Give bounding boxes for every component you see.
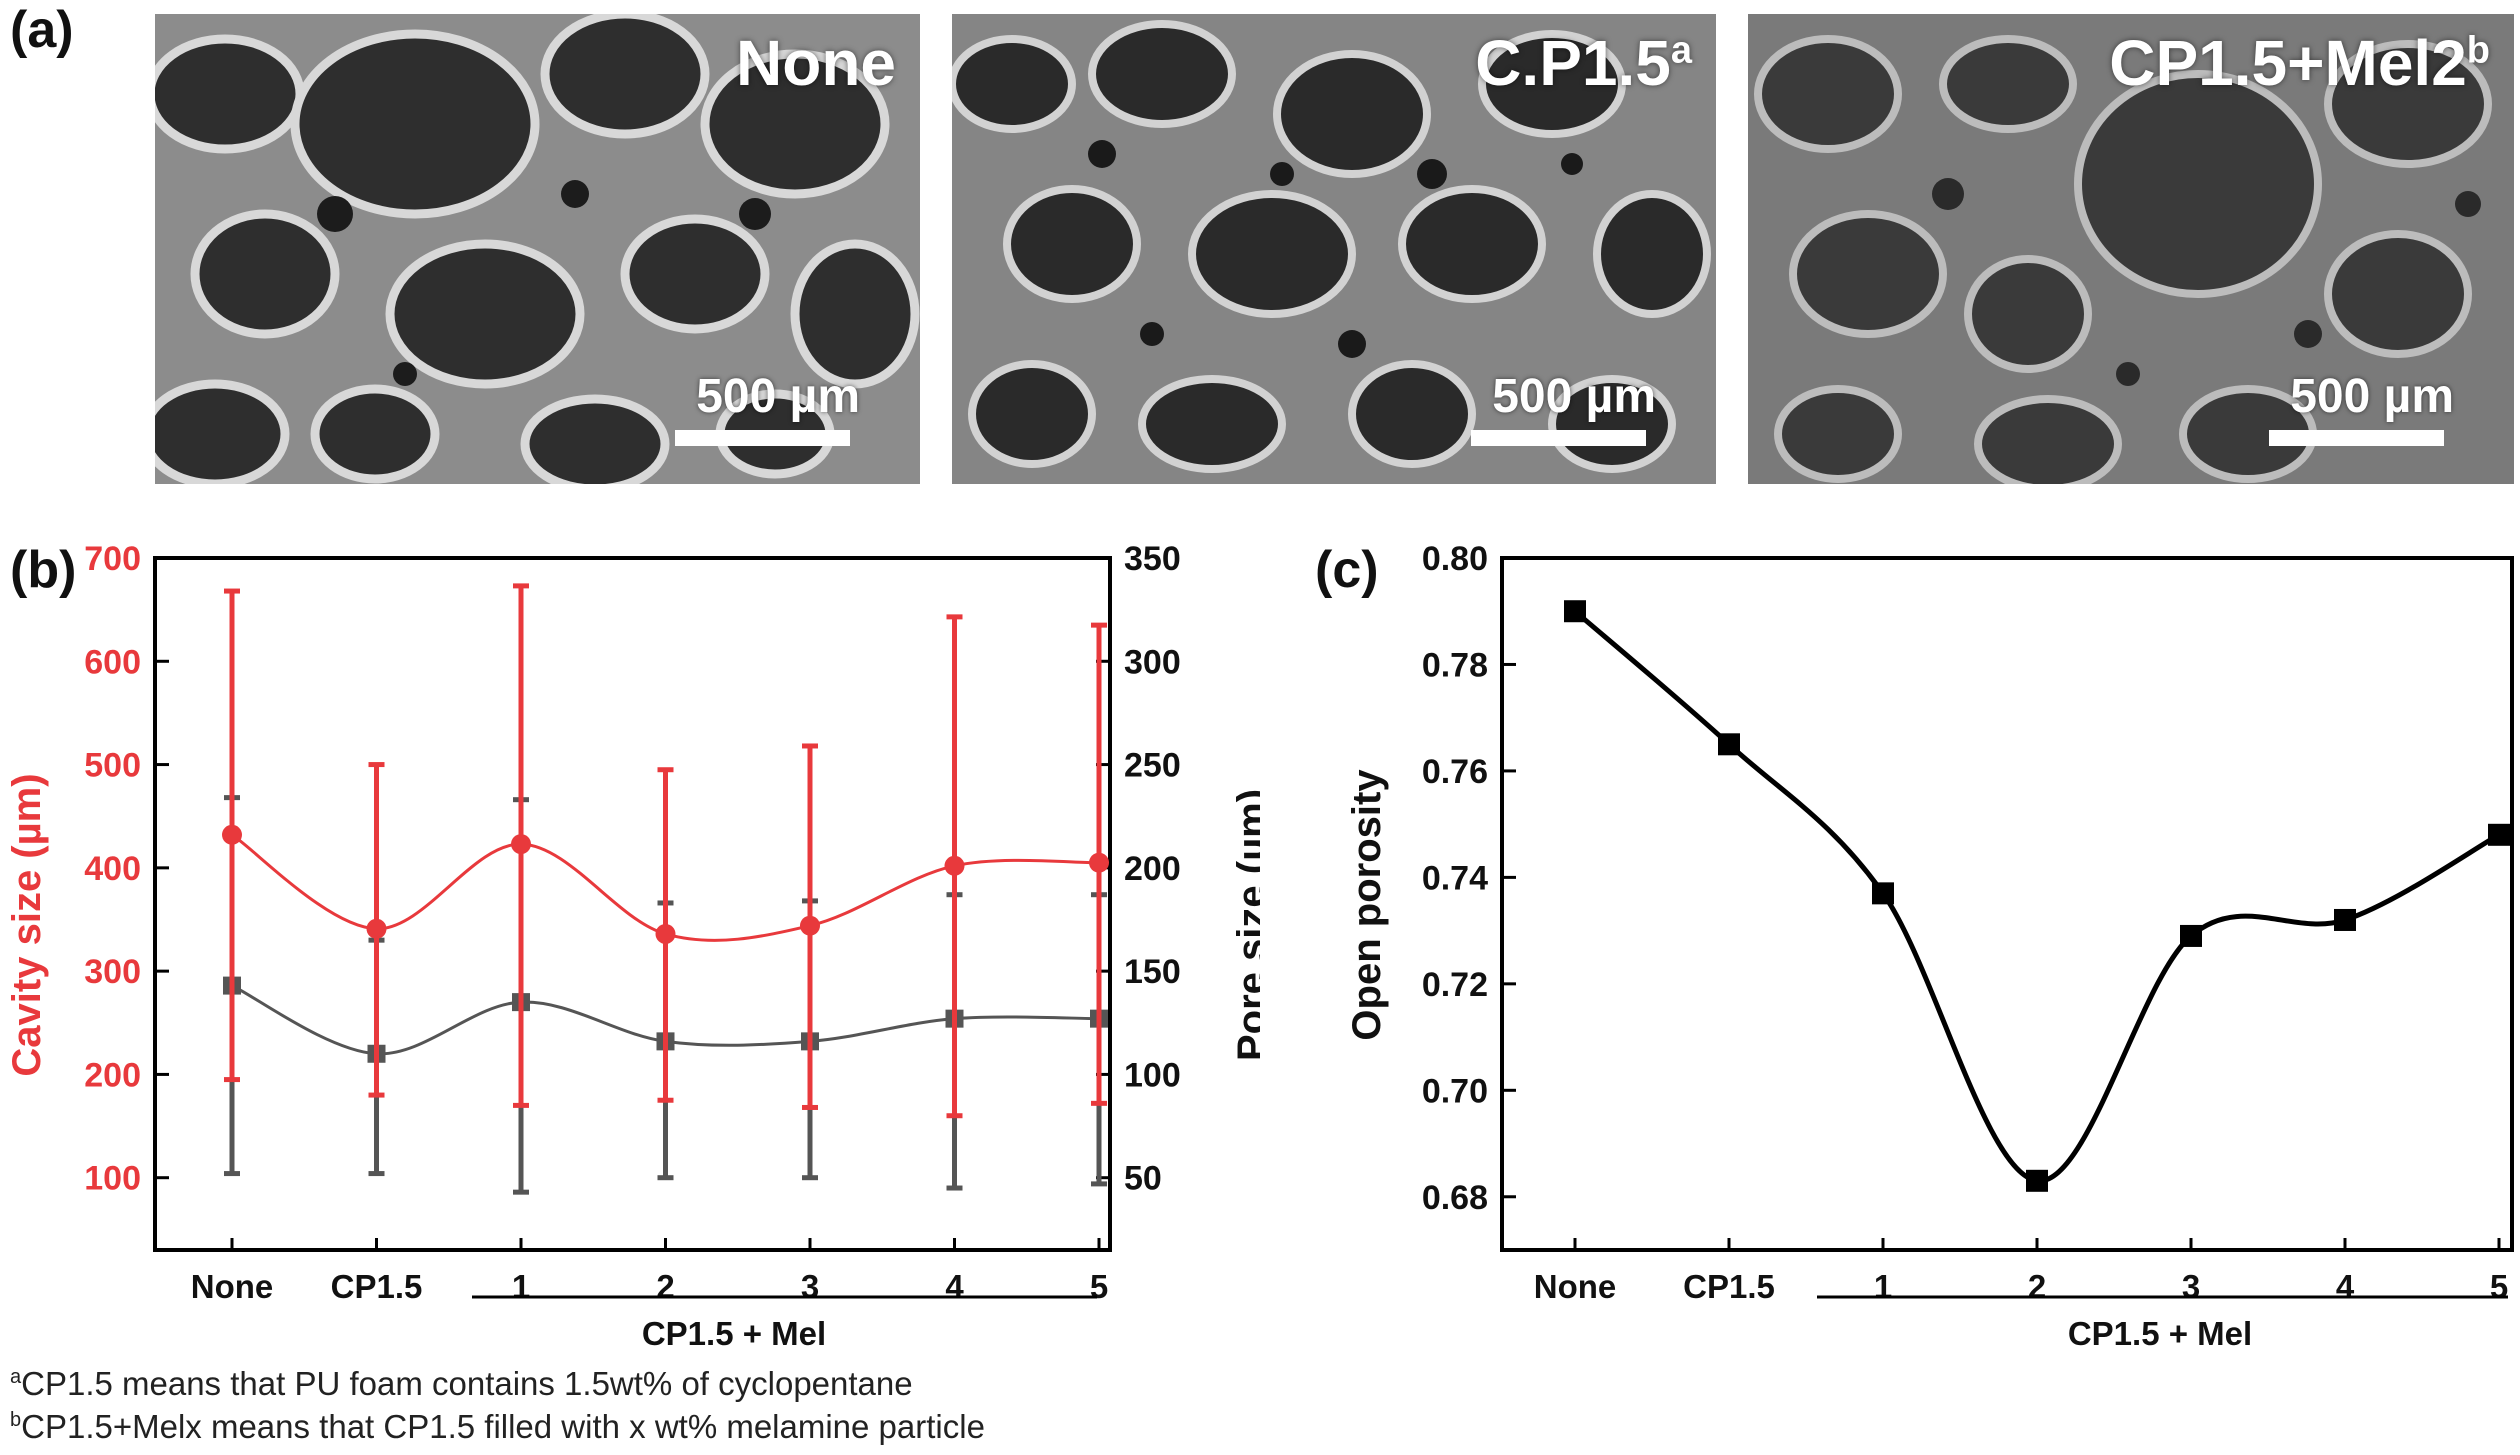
y-tick-label: 0.68 [1422,1179,1488,1217]
sem-foam-texture [155,14,920,484]
plot-frame [1500,556,2514,1252]
y-tick-label: 0.70 [1422,1072,1488,1110]
x-tick-label: CP1.5 [331,1268,423,1305]
open-porosity-line [1573,609,2501,1184]
cavity-pore-size-chart: 100 200 300 400 500 600 700 50 100 150 200 250 300 3… [5,540,1260,1352]
cavity-size-point [222,824,242,845]
y-left-tick-label: 100 [84,1160,141,1198]
open-porosity-chart: 0.68 0.70 0.72 0.74 0.76 0.78 0.80 None CP1.5 1 2… [1345,540,2514,1352]
open-porosity-point [1718,733,1740,756]
sem-foam-texture [1748,14,2514,484]
y-right-tick-label: 200 [1124,850,1181,888]
x-tick-label: 5 [1090,1268,1108,1305]
group-label: CP1.5 + Mel [642,1315,826,1352]
panel-label-b: (b) [10,541,77,599]
y-tick-label: 0.80 [1422,540,1488,578]
scalebar-label: 500 µm [1492,370,1656,423]
y-tick-label: 0.76 [1422,753,1488,791]
y-right-tick-label: 300 [1124,643,1181,681]
sem-image-cp15-mel2: CP1.5+Mel2b 500 µm [1748,14,2514,484]
footnote-a: aCP1.5 means that PU foam contains 1.5wt… [10,1365,913,1402]
cavity-size-point [1089,852,1109,873]
cavity-size-point [366,918,387,939]
cavity-size-point [511,834,531,855]
sem-image-cp15: C.P1.5a 500 µm [952,14,1716,484]
scalebar-label: 500 µm [696,370,860,423]
x-tick-label: None [1534,1268,1617,1305]
y-left-tick-label: 200 [84,1056,141,1094]
sem-foam-texture [952,14,1716,484]
x-tick-label: 2 [2028,1268,2046,1305]
scalebar [2269,430,2444,446]
y-left-tick-label: 700 [84,540,141,578]
scalebar [1471,430,1646,446]
panel-label-a: (a) [10,1,74,59]
sem-label-cp15: C.P1.5a [1475,27,1692,99]
x-tick-label: 4 [2336,1268,2355,1305]
y-left-tick-label: 400 [84,850,141,888]
x-tick-label: 2 [656,1268,674,1305]
open-porosity-point [2488,823,2510,846]
y-left-tick-label: 500 [84,747,141,785]
y-axis-right-label: Pore size (µm) [1230,789,1260,1061]
footnote-b: bCP1.5+Melx means that CP1.5 filled with… [10,1408,985,1445]
x-tick-label: 1 [512,1268,530,1305]
scalebar-label: 500 µm [2290,370,2454,423]
y-axis-label: Open porosity [1345,769,1389,1041]
y-tick-label: 0.78 [1422,646,1488,684]
y-tick-label: 0.72 [1422,966,1488,1004]
open-porosity-point [2026,1169,2048,1192]
sem-label-none: None [736,27,896,99]
y-tick-label: 0.74 [1422,859,1488,897]
scalebar [675,430,850,446]
y-right-tick-label: 250 [1124,747,1181,785]
y-right-tick-label: 350 [1124,540,1181,578]
x-tick-label: 3 [801,1268,819,1305]
x-tick-label: 3 [2182,1268,2200,1305]
open-porosity-point [1872,882,1894,905]
sem-image-none: None 500 µm [155,14,920,484]
open-porosity-point [2180,924,2202,947]
y-axis-left-label: Cavity size (µm) [5,773,49,1076]
cavity-size-point [655,923,676,944]
y-left-tick-label: 600 [84,643,141,681]
group-label: CP1.5 + Mel [2068,1315,2252,1352]
sem-label-cp15-mel2: CP1.5+Mel2b [2109,27,2490,99]
cavity-size-point [944,855,965,876]
plot-frame [153,556,1112,1252]
x-tick-label: 1 [1874,1268,1892,1305]
x-tick-label: 4 [945,1268,964,1305]
cavity-size-point [800,915,820,936]
open-porosity-point [1564,600,1586,623]
x-tick-label: CP1.5 [1683,1268,1775,1305]
x-tick-label: None [191,1268,274,1305]
open-porosity-point [2334,908,2356,931]
x-tick-label: 5 [2490,1268,2508,1305]
y-left-tick-label: 300 [84,953,141,991]
y-right-tick-label: 100 [1124,1056,1181,1094]
y-right-tick-label: 150 [1124,953,1181,991]
panel-label-c: (c) [1315,541,1379,599]
y-right-tick-label: 50 [1124,1160,1162,1198]
